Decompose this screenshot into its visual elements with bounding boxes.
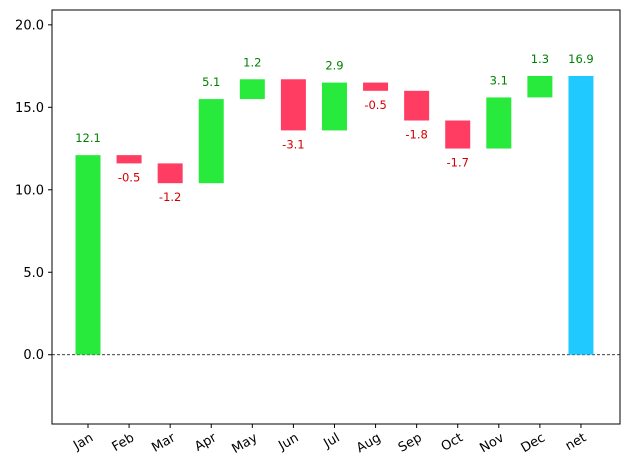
x-tick-label: Nov [477,430,507,456]
data-label-jul: 2.9 [325,59,343,73]
x-tick-label: Sep [396,430,425,455]
plot-frame [51,9,621,425]
data-label-may: 1.2 [243,55,261,69]
data-label-sep: -1.8 [405,128,427,142]
data-label-mar: -1.2 [159,190,181,204]
x-tick-label: Apr [192,430,220,455]
data-label-nov: 3.1 [490,73,508,87]
x-tick-label: net [563,430,589,454]
bar-net [568,75,594,355]
data-label-net: 16.9 [568,52,594,66]
x-tick-label: Jan [70,430,96,454]
bar-jun [280,79,306,131]
x-tick-label: Jul [321,430,343,451]
bar-mar [157,163,183,184]
bar-dec [527,75,553,98]
data-label-apr: 5.1 [202,75,220,89]
x-tick-label: Jun [275,430,301,454]
data-label-oct: -1.7 [446,156,468,170]
data-label-jan: 12.1 [75,131,101,145]
bar-sep [404,90,430,121]
y-tick-label: 0.0 [23,348,44,363]
x-tick-label: Dec [519,430,548,456]
x-tick-label: Mar [149,430,178,456]
bar-feb [116,155,142,164]
x-tick-label: Oct [439,430,466,454]
data-label-feb: -0.5 [118,170,140,184]
data-label-dec: 1.3 [531,52,549,66]
x-tick-label: Aug [354,430,383,456]
bar-nov [486,97,512,149]
y-tick-label: 20.0 [15,18,44,33]
bar-aug [363,82,389,91]
x-tick-label: Feb [110,430,137,455]
bars-group [75,75,594,355]
y-tick-label: 10.0 [15,183,44,198]
data-labels-group: 12.1 -0.5 -1.2 5.1 1.2 -3.1 2.9 -0.5 -1.8 -1.7 3.1… [75,52,594,204]
bar-apr [198,99,224,184]
bar-oct [445,120,471,149]
data-label-aug: -0.5 [364,98,386,112]
x-tick-label: May [230,430,261,457]
bar-jan [75,155,101,355]
data-label-jun: -3.1 [282,137,304,151]
bar-jul [321,82,347,131]
y-tick-label: 15.0 [15,101,44,116]
bar-may [239,79,265,100]
y-tick-label: 5.0 [23,266,44,281]
